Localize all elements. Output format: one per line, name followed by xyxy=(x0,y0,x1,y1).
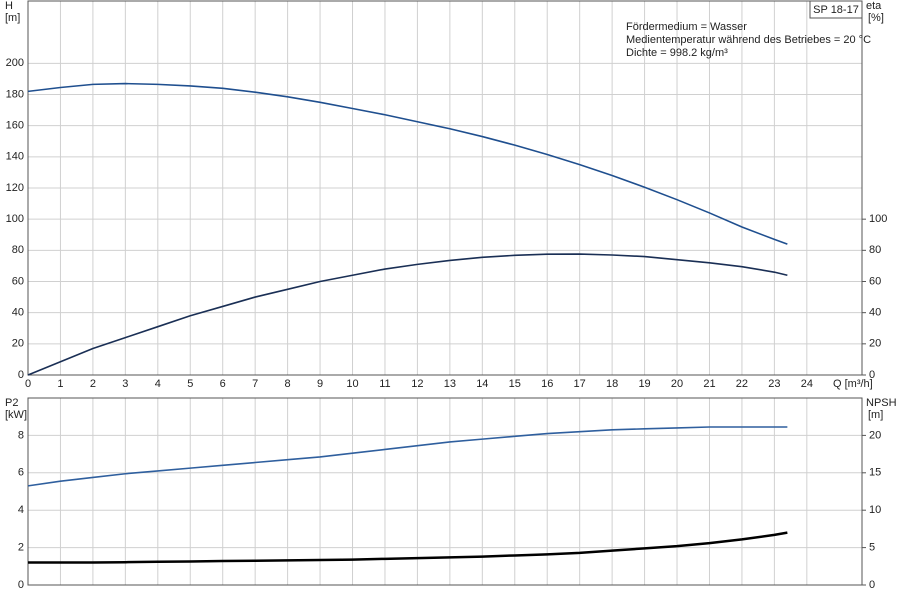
x-tick-label: 2 xyxy=(90,378,96,390)
y2-axis-unit: [m] xyxy=(868,409,883,421)
y-tick-label: 140 xyxy=(6,151,24,163)
y-axis-unit: [kW] xyxy=(5,409,27,421)
y2-tick-label: 80 xyxy=(869,244,881,256)
annotation: Medientemperatur während des Betriebes =… xyxy=(626,34,871,46)
y-axis-label: H xyxy=(5,0,13,12)
plot-frame xyxy=(27,0,863,376)
x-tick-label: 10 xyxy=(346,378,358,390)
y2-tick-label: 15 xyxy=(869,467,881,479)
badge: SP 18-17 xyxy=(813,4,859,16)
y2-tick-label: 40 xyxy=(869,307,881,319)
x-tick-label: 5 xyxy=(187,378,193,390)
y2-tick-label: 0 xyxy=(869,369,875,381)
annotation: Dichte = 998.2 kg/m³ xyxy=(626,47,728,59)
curve xyxy=(27,82,788,245)
y-tick-label: 0 xyxy=(18,579,24,591)
x-tick-label: 7 xyxy=(252,378,258,390)
x-tick-label: 1 xyxy=(57,378,63,390)
y-tick-label: 80 xyxy=(12,244,24,256)
y2-tick-label: 20 xyxy=(869,429,881,441)
x-tick-label: 24 xyxy=(801,378,813,390)
x-tick-label: 20 xyxy=(671,378,683,390)
curve xyxy=(28,531,788,564)
y2-tick-label: 20 xyxy=(869,338,881,350)
x-tick-label: 12 xyxy=(411,378,423,390)
annotation: Fördermedium = Wasser xyxy=(626,21,747,33)
x-tick-label: 18 xyxy=(606,378,618,390)
x-axis-label: Q [m³/h] xyxy=(833,378,873,390)
y-tick-label: 160 xyxy=(6,120,24,132)
y-tick-label: 0 xyxy=(18,369,24,381)
x-tick-label: 14 xyxy=(476,378,488,390)
plot-frame xyxy=(27,397,863,586)
x-tick-label: 9 xyxy=(317,378,323,390)
x-tick-label: 4 xyxy=(155,378,161,390)
y2-axis-label: NPSH xyxy=(866,397,897,409)
y-tick-label: 200 xyxy=(6,57,24,69)
x-tick-label: 19 xyxy=(638,378,650,390)
x-tick-label: 22 xyxy=(736,378,748,390)
x-tick-label: 0 xyxy=(25,378,31,390)
y-tick-label: 6 xyxy=(18,467,24,479)
x-tick-label: 8 xyxy=(285,378,291,390)
y2-tick-label: 100 xyxy=(869,213,887,225)
x-tick-label: 16 xyxy=(541,378,553,390)
x-tick-label: 15 xyxy=(509,378,521,390)
y2-tick-label: 5 xyxy=(869,542,875,554)
y2-axis-label: eta xyxy=(866,0,882,12)
y2-axis-unit: [%] xyxy=(868,12,884,24)
badge-box xyxy=(809,0,863,19)
y-tick-label: 2 xyxy=(18,542,24,554)
y-axis-label: P2 xyxy=(5,397,18,409)
x-tick-label: 13 xyxy=(444,378,456,390)
x-tick-label: 23 xyxy=(768,378,780,390)
curve xyxy=(27,253,788,376)
y2-tick-label: 60 xyxy=(869,275,881,287)
y2-tick-label: 0 xyxy=(869,579,875,591)
y-tick-label: 8 xyxy=(18,429,24,441)
y-axis-unit: [m] xyxy=(5,12,20,24)
y-tick-label: 20 xyxy=(12,338,24,350)
x-tick-label: 6 xyxy=(220,378,226,390)
y-tick-label: 4 xyxy=(18,504,24,516)
x-tick-label: 21 xyxy=(703,378,715,390)
y-tick-label: 100 xyxy=(6,213,24,225)
x-tick-label: 17 xyxy=(574,378,586,390)
y-tick-label: 40 xyxy=(12,307,24,319)
y-tick-label: 120 xyxy=(6,182,24,194)
x-tick-label: 3 xyxy=(122,378,128,390)
curve xyxy=(27,426,788,487)
x-tick-label: 11 xyxy=(379,378,390,390)
y2-tick-label: 10 xyxy=(869,504,881,516)
y-tick-label: 60 xyxy=(12,275,24,287)
y-tick-label: 180 xyxy=(6,88,24,100)
